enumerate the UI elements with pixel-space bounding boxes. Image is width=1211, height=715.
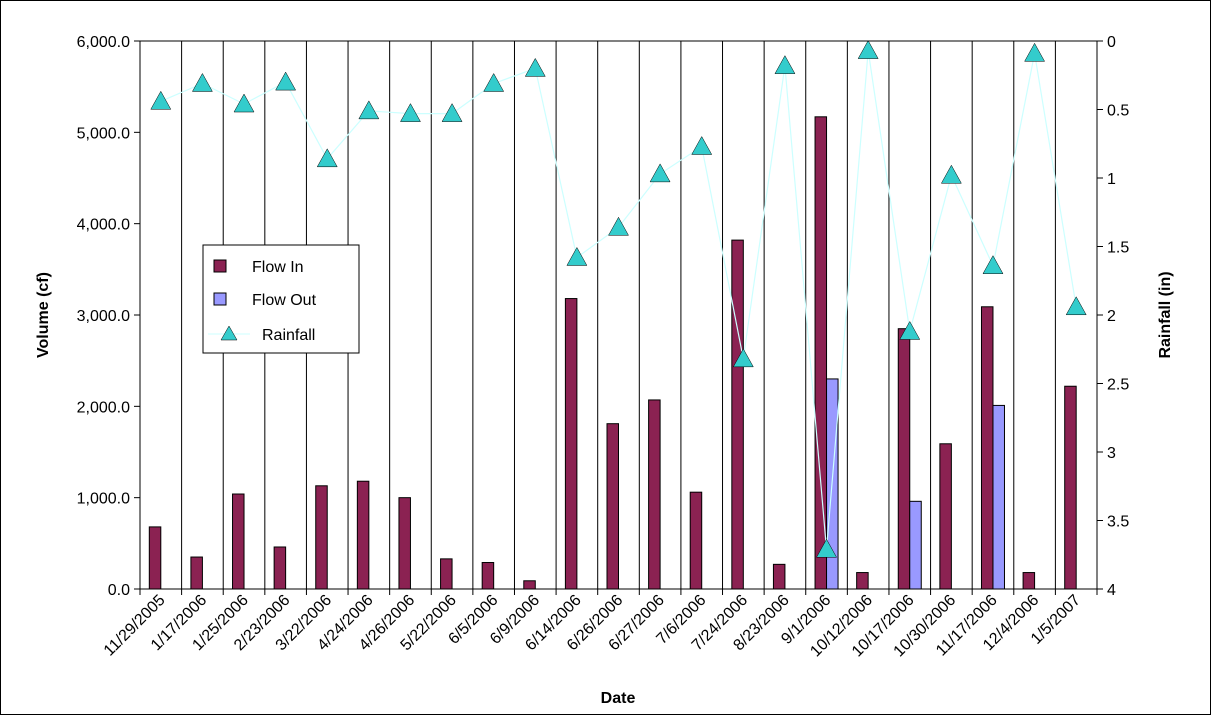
y2-tick-label: 0.5 bbox=[1107, 103, 1129, 120]
marker-rainfall bbox=[732, 348, 754, 368]
y2-tick-label: 1.5 bbox=[1107, 240, 1129, 257]
bar-flow-in bbox=[148, 526, 162, 590]
bar-flow-in bbox=[772, 563, 786, 590]
marker-rainfall bbox=[899, 320, 921, 340]
legend-label-flow-out: Flow Out bbox=[252, 292, 317, 309]
bar-flow-in bbox=[1064, 385, 1077, 590]
y-tick-label: 3,000.0 bbox=[77, 308, 130, 325]
bar-flow-in bbox=[398, 497, 411, 590]
marker-rainfall bbox=[816, 538, 837, 558]
y-tick-label: 0.0 bbox=[108, 582, 130, 599]
bar-flow-in bbox=[481, 562, 495, 590]
y2-tick-label: 3.5 bbox=[1107, 514, 1129, 531]
y-tick-label: 6,000.0 bbox=[77, 34, 130, 51]
bar-flow-in bbox=[440, 558, 453, 590]
marker-rainfall bbox=[566, 246, 588, 266]
y2-tick-label: 1 bbox=[1107, 171, 1116, 188]
marker-rainfall bbox=[524, 57, 546, 77]
bar-flow-in bbox=[897, 328, 911, 590]
bar-flow-in bbox=[689, 491, 703, 590]
bar-flow-in bbox=[523, 580, 536, 590]
marker-rainfall bbox=[358, 100, 380, 120]
x-axis-title: Date bbox=[601, 690, 636, 707]
y-tick-label: 1,000.0 bbox=[77, 491, 130, 508]
legend-swatch-flow-in bbox=[213, 259, 227, 273]
y2-tick-label: 2 bbox=[1107, 308, 1116, 325]
marker-rainfall bbox=[649, 163, 671, 183]
legend-marker-rainfall bbox=[220, 325, 238, 341]
marker-rainfall bbox=[857, 40, 879, 59]
y2-tick-label: 2.5 bbox=[1107, 377, 1129, 394]
bar-flow-in bbox=[1022, 572, 1036, 590]
line-layer bbox=[150, 40, 1087, 558]
y2-tick-label: 0 bbox=[1107, 34, 1116, 51]
marker-rainfall bbox=[275, 71, 297, 91]
marker-rainfall bbox=[982, 255, 1004, 274]
marker-rainfall bbox=[191, 72, 213, 92]
marker-rainfall bbox=[233, 93, 255, 113]
bar-flow-in bbox=[606, 423, 619, 590]
y-tick-label: 5,000.0 bbox=[77, 125, 130, 142]
bar-flow-in bbox=[232, 493, 245, 590]
marker-rainfall bbox=[441, 103, 463, 122]
legend-label-rainfall: Rainfall bbox=[262, 327, 315, 344]
y2-axis-title: Rainfall (in) bbox=[1157, 271, 1174, 358]
marker-rainfall bbox=[150, 90, 172, 110]
bar-flow-in bbox=[190, 556, 203, 590]
marker-rainfall bbox=[1024, 42, 1046, 62]
marker-rainfall bbox=[940, 164, 962, 184]
y-tick-label: 4,000.0 bbox=[77, 217, 130, 234]
y-axis-title: Volume (cf) bbox=[35, 272, 52, 358]
bar-flow-in bbox=[939, 443, 952, 590]
bar-flow-in bbox=[980, 306, 994, 590]
legend-label-flow-in: Flow In bbox=[252, 259, 304, 276]
bar-flow-in bbox=[648, 399, 661, 590]
marker-rainfall bbox=[1065, 296, 1087, 316]
marker-rainfall bbox=[691, 135, 713, 155]
bar-flow-in bbox=[273, 546, 287, 590]
y-tick-label: 2,000.0 bbox=[77, 399, 130, 416]
bar-flow-in bbox=[315, 485, 328, 590]
bar-flow-out bbox=[909, 500, 922, 590]
bar-flow-in bbox=[856, 572, 869, 590]
marker-rainfall bbox=[774, 55, 796, 74]
y2-tick-label: 4 bbox=[1107, 582, 1116, 599]
bar-flow-in bbox=[564, 298, 578, 590]
marker-rainfall bbox=[316, 148, 338, 168]
bar-flow-in bbox=[814, 116, 828, 590]
marker-rainfall bbox=[608, 216, 629, 236]
marker-rainfall bbox=[483, 72, 505, 92]
bar-flow-in bbox=[356, 480, 370, 590]
legend-swatch-flow-out bbox=[213, 292, 227, 306]
legend: Flow In Flow Out Rainfall bbox=[202, 244, 360, 354]
grid-layer bbox=[181, 41, 1056, 589]
y2-tick-label: 3 bbox=[1107, 445, 1116, 462]
marker-rainfall bbox=[400, 103, 421, 122]
bar-flow-out bbox=[992, 404, 1005, 590]
bar-flow-in bbox=[731, 239, 744, 590]
